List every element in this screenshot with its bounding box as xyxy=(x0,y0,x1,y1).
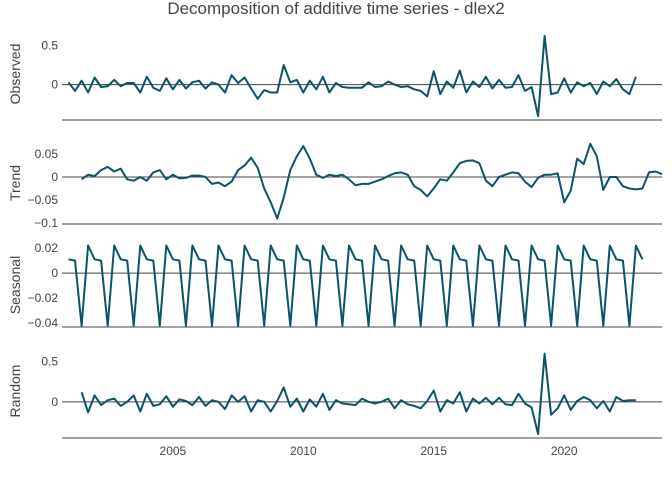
series-line-observed xyxy=(67,34,637,118)
y-tick-label: 0 xyxy=(51,266,58,280)
y-tick-label: 0.05 xyxy=(35,147,59,161)
y-tick-label: −0.02 xyxy=(28,291,59,305)
y-tick-label: 0 xyxy=(51,78,58,92)
y-axis-label-observed: Observed xyxy=(7,44,23,105)
y-tick-label: 0.02 xyxy=(35,241,59,255)
chart-title: Decomposition of additive time series - … xyxy=(167,0,504,18)
x-tick-label: 2015 xyxy=(420,444,447,458)
y-tick-label: −0.04 xyxy=(28,316,59,330)
y-tick-label: 0.5 xyxy=(41,355,58,369)
y-axis-label-seasonal: Seasonal xyxy=(7,256,23,314)
panel-observed: 0.5 0 Observed xyxy=(7,34,662,121)
panel-seasonal: 0.02 0 −0.02 −0.04 Seasonal xyxy=(7,241,662,330)
y-tick-label: −0.1 xyxy=(34,216,58,230)
panels-group: 0.5 0 Observed 0.05 0 −0.05 −0.1 Trend 0.02 0 −0.0… xyxy=(7,34,663,439)
x-axis: 2005 2010 2015 2020 xyxy=(160,444,578,458)
x-tick-label: 2020 xyxy=(551,444,578,458)
y-tick-label: 0 xyxy=(51,395,58,409)
series-line-random xyxy=(80,352,636,435)
y-axis-label-trend: Trend xyxy=(7,165,23,201)
panel-trend: 0.05 0 −0.05 −0.1 Trend xyxy=(7,142,663,230)
x-tick-label: 2005 xyxy=(160,444,187,458)
y-tick-label: 0.5 xyxy=(41,38,58,52)
y-tick-label: 0 xyxy=(51,170,58,184)
y-axis-label-random: Random xyxy=(7,365,23,418)
series-line-trend xyxy=(81,142,663,220)
x-tick-label: 2010 xyxy=(290,444,317,458)
series-line-seasonal xyxy=(68,244,644,327)
panel-random: 0.5 0 Random xyxy=(7,352,662,439)
y-tick-label: −0.05 xyxy=(28,193,59,207)
